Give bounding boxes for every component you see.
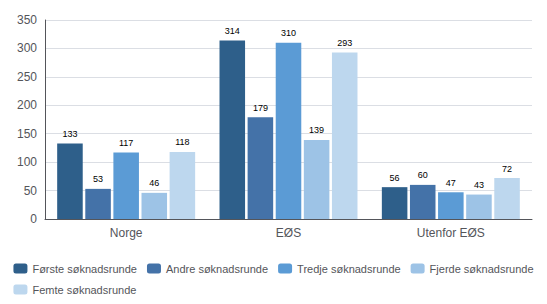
svg-text:Andre søknadsrunde: Andre søknadsrunde: [166, 263, 268, 275]
svg-text:56: 56: [390, 173, 400, 183]
svg-text:150: 150: [17, 127, 37, 141]
svg-text:Utenfor EØS: Utenfor EØS: [417, 226, 485, 240]
svg-text:53: 53: [93, 174, 103, 184]
svg-text:50: 50: [24, 184, 38, 198]
svg-text:117: 117: [119, 138, 133, 148]
svg-text:Tredje søknadsrunde: Tredje søknadsrunde: [297, 263, 401, 275]
svg-text:Femte søknadsrunde: Femte søknadsrunde: [32, 284, 136, 296]
svg-text:60: 60: [418, 170, 428, 180]
svg-text:350: 350: [17, 13, 37, 27]
svg-text:Første søknadsrunde: Første søknadsrunde: [32, 263, 137, 275]
svg-text:46: 46: [149, 178, 159, 188]
svg-text:47: 47: [446, 178, 456, 188]
svg-text:Norge: Norge: [110, 226, 143, 240]
svg-text:179: 179: [253, 103, 268, 113]
svg-text:133: 133: [62, 129, 77, 139]
svg-text:118: 118: [175, 137, 189, 147]
svg-text:72: 72: [502, 164, 512, 174]
svg-text:Fjerde søknadsrunde: Fjerde søknadsrunde: [430, 263, 534, 275]
svg-text:100: 100: [17, 155, 37, 169]
svg-text:250: 250: [17, 70, 37, 84]
svg-text:314: 314: [225, 26, 240, 36]
svg-text:0: 0: [30, 212, 37, 226]
svg-text:139: 139: [309, 125, 324, 135]
svg-text:310: 310: [281, 28, 296, 38]
svg-text:293: 293: [337, 38, 352, 48]
svg-text:200: 200: [17, 98, 37, 112]
svg-text:300: 300: [17, 41, 37, 55]
svg-text:43: 43: [474, 180, 484, 190]
svg-text:EØS: EØS: [276, 226, 301, 240]
